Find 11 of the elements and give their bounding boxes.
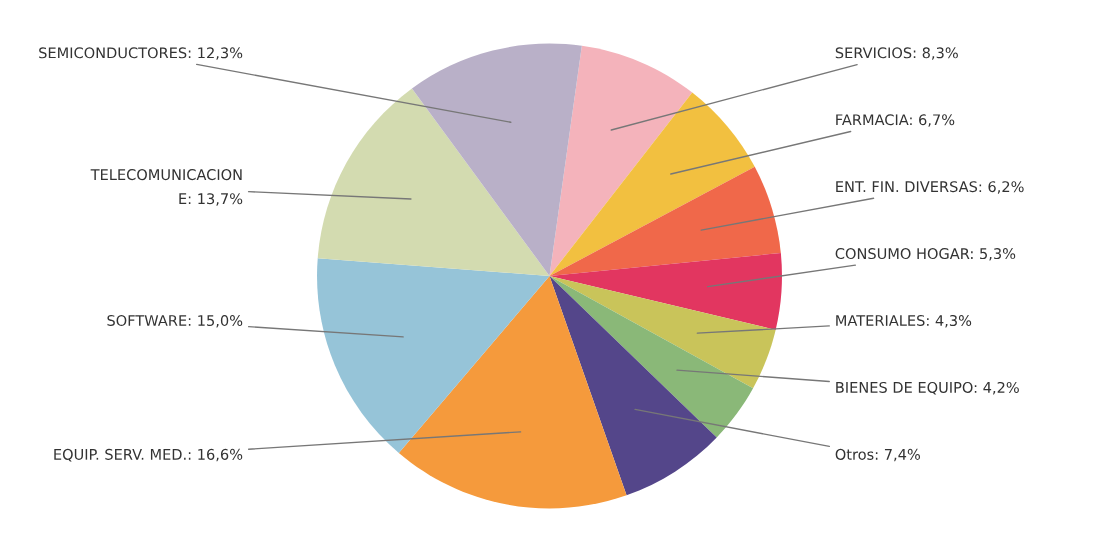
slice-label: EQUIP. SERV. MED.: 16,6% xyxy=(54,448,243,462)
slice-label: Otros: 7,4% xyxy=(835,448,920,462)
slice-label: MATERIALES: 4,3% xyxy=(836,314,972,328)
slice-label: BIENES DE EQUIPO: 4,2% xyxy=(836,381,1019,395)
slice-label: SERVICIOS: 8,3% xyxy=(835,47,958,60)
slice-label: CONSUMO HOGAR: 5,3% xyxy=(835,248,1016,261)
slice-label: FARMACIA: 6,7% xyxy=(836,114,955,127)
slice-label: SEMICONDUCTORES: 12,3% xyxy=(39,47,243,60)
slice-label: TELECOMUNICACIONE: 13,7% xyxy=(90,169,243,206)
slice-label: ENT. FIN. DIVERSAS: 6,2% xyxy=(836,181,1024,194)
slice-label: SOFTWARE: 15,0% xyxy=(107,314,243,328)
